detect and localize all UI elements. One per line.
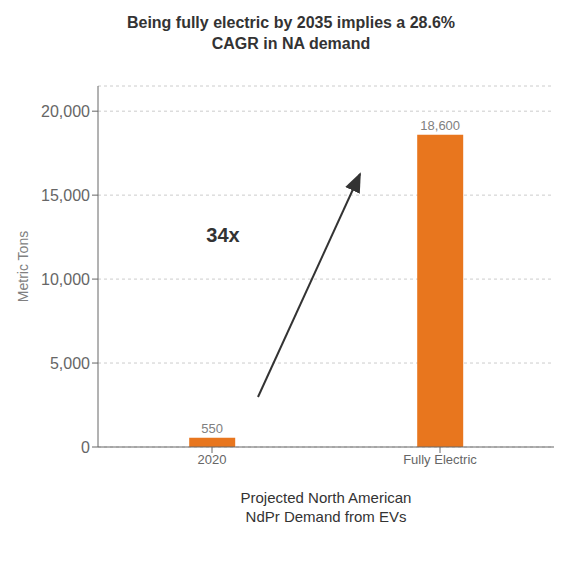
svg-text:18,600: 18,600 — [420, 118, 460, 133]
svg-text:2020: 2020 — [198, 452, 227, 467]
svg-text:5,000: 5,000 — [50, 355, 90, 372]
svg-text:Metric Tons: Metric Tons — [15, 231, 31, 302]
svg-text:0: 0 — [81, 439, 90, 456]
html-text:CAGR in NA demand: CAGR in NA demand — [211, 35, 371, 52]
svg-text:550: 550 — [201, 421, 223, 436]
html-text:NdPr Demand from EVs: NdPr Demand from EVs — [245, 508, 407, 525]
svg-text:Fully Electric: Fully Electric — [403, 452, 477, 467]
html-text:Being fully electric by 2035 i: Being fully electric by 2035 implies a 2… — [126, 14, 456, 31]
svg-text:10,000: 10,000 — [41, 271, 90, 288]
svg-text:34x: 34x — [206, 224, 239, 246]
svg-text:15,000: 15,000 — [41, 187, 90, 204]
svg-text:20,000: 20,000 — [41, 103, 90, 120]
html-text:Projected North American: Projected North American — [240, 489, 412, 506]
